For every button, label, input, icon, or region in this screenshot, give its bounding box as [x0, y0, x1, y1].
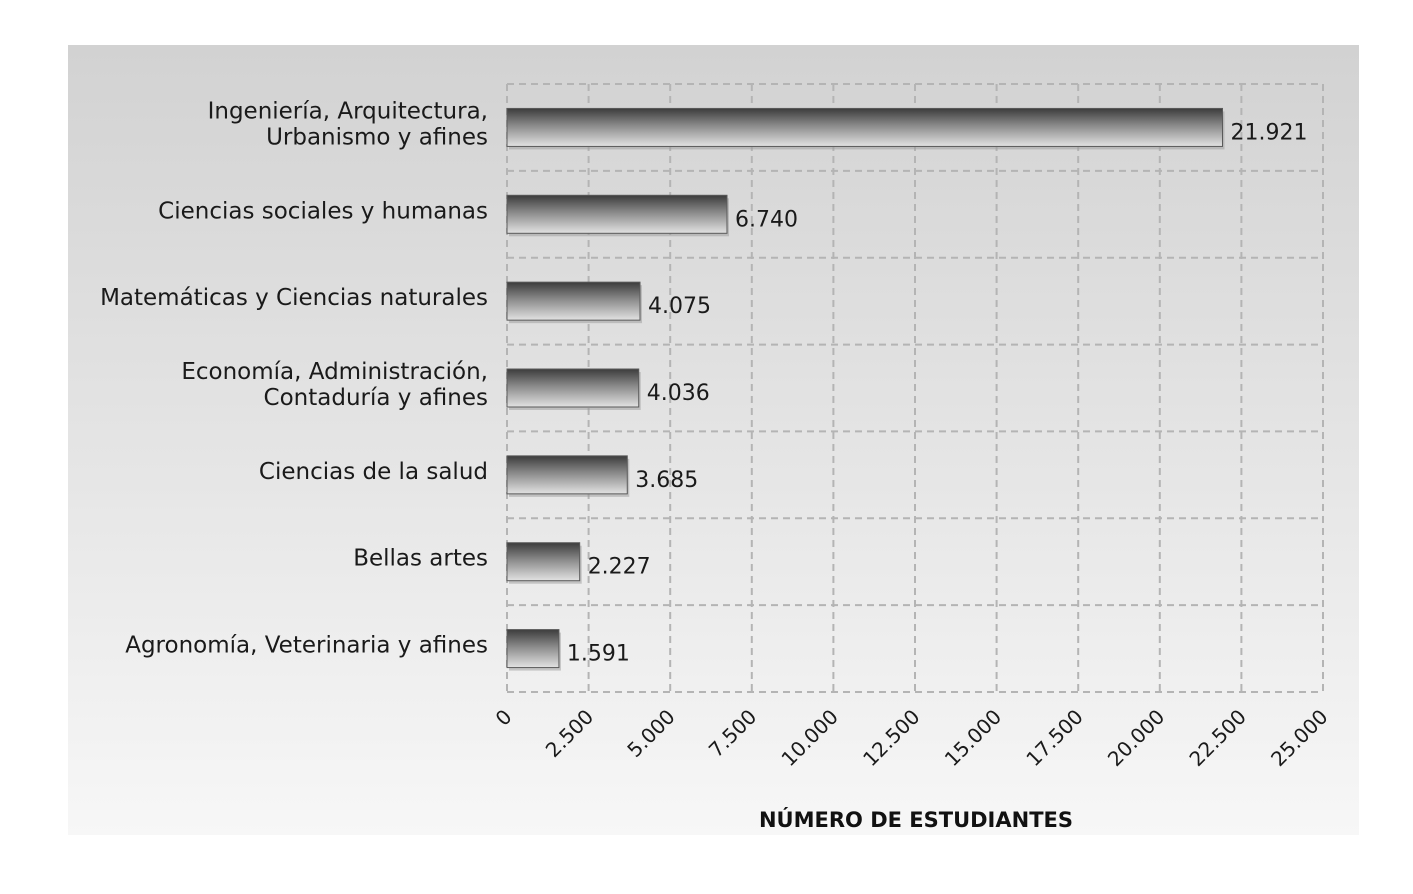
category-label: Economía, Administración,	[181, 359, 488, 385]
category-labels: Ingeniería, Arquitectura,Urbanismo y afi…	[100, 98, 488, 658]
category-label: Ingeniería, Arquitectura,	[208, 98, 488, 124]
bar	[506, 542, 581, 582]
x-tick-label: 20.000	[1103, 705, 1169, 771]
x-tick-label: 17.500	[1021, 705, 1087, 771]
x-tick-label: 25.000	[1266, 705, 1332, 771]
data-label: 1.591	[567, 642, 630, 667]
data-label: 4.075	[648, 294, 711, 319]
category-label: Urbanismo y afines	[266, 124, 488, 150]
x-tick-label: 22.500	[1184, 705, 1250, 771]
x-tick-label: 7.500	[704, 705, 761, 762]
x-tick-label: 2.500	[541, 705, 598, 762]
data-label: 3.685	[635, 468, 698, 493]
bar	[506, 629, 560, 669]
category-label: Ciencias sociales y humanas	[158, 198, 488, 224]
data-label: 4.036	[647, 381, 710, 406]
category-label: Agronomía, Veterinaria y afines	[125, 633, 488, 659]
x-tick-labels: 0 2.500 5.000 7.500 10.000 12.500 15.000 17.500…	[491, 705, 1333, 771]
x-axis-title: NÚMERO DE ESTUDIANTES	[759, 807, 1073, 832]
grid	[506, 83, 1324, 693]
bar	[506, 107, 1224, 147]
x-tick-label: 12.500	[858, 705, 924, 771]
chart-panel	[68, 45, 1359, 835]
bar	[506, 455, 628, 495]
x-tick-label: 10.000	[776, 705, 842, 771]
value-labels: 21.921 6.740 4.075 4.036 3.685 2.227 1.591	[567, 120, 1308, 666]
x-tick-label: 15.000	[940, 705, 1006, 771]
category-label: Contaduría y afines	[264, 385, 488, 411]
data-label: 21.921	[1231, 120, 1308, 145]
bars	[506, 107, 1225, 671]
category-label: Bellas artes	[353, 546, 488, 572]
bar	[506, 281, 641, 321]
data-label: 2.227	[588, 555, 651, 580]
category-label: Ciencias de la salud	[259, 459, 488, 485]
x-tick-label: 0	[491, 705, 517, 731]
bar	[506, 194, 728, 234]
x-tick-label: 5.000	[622, 705, 679, 762]
data-label: 6.740	[735, 207, 798, 232]
category-label: Matemáticas y Ciencias naturales	[100, 285, 488, 311]
bar	[506, 368, 640, 408]
